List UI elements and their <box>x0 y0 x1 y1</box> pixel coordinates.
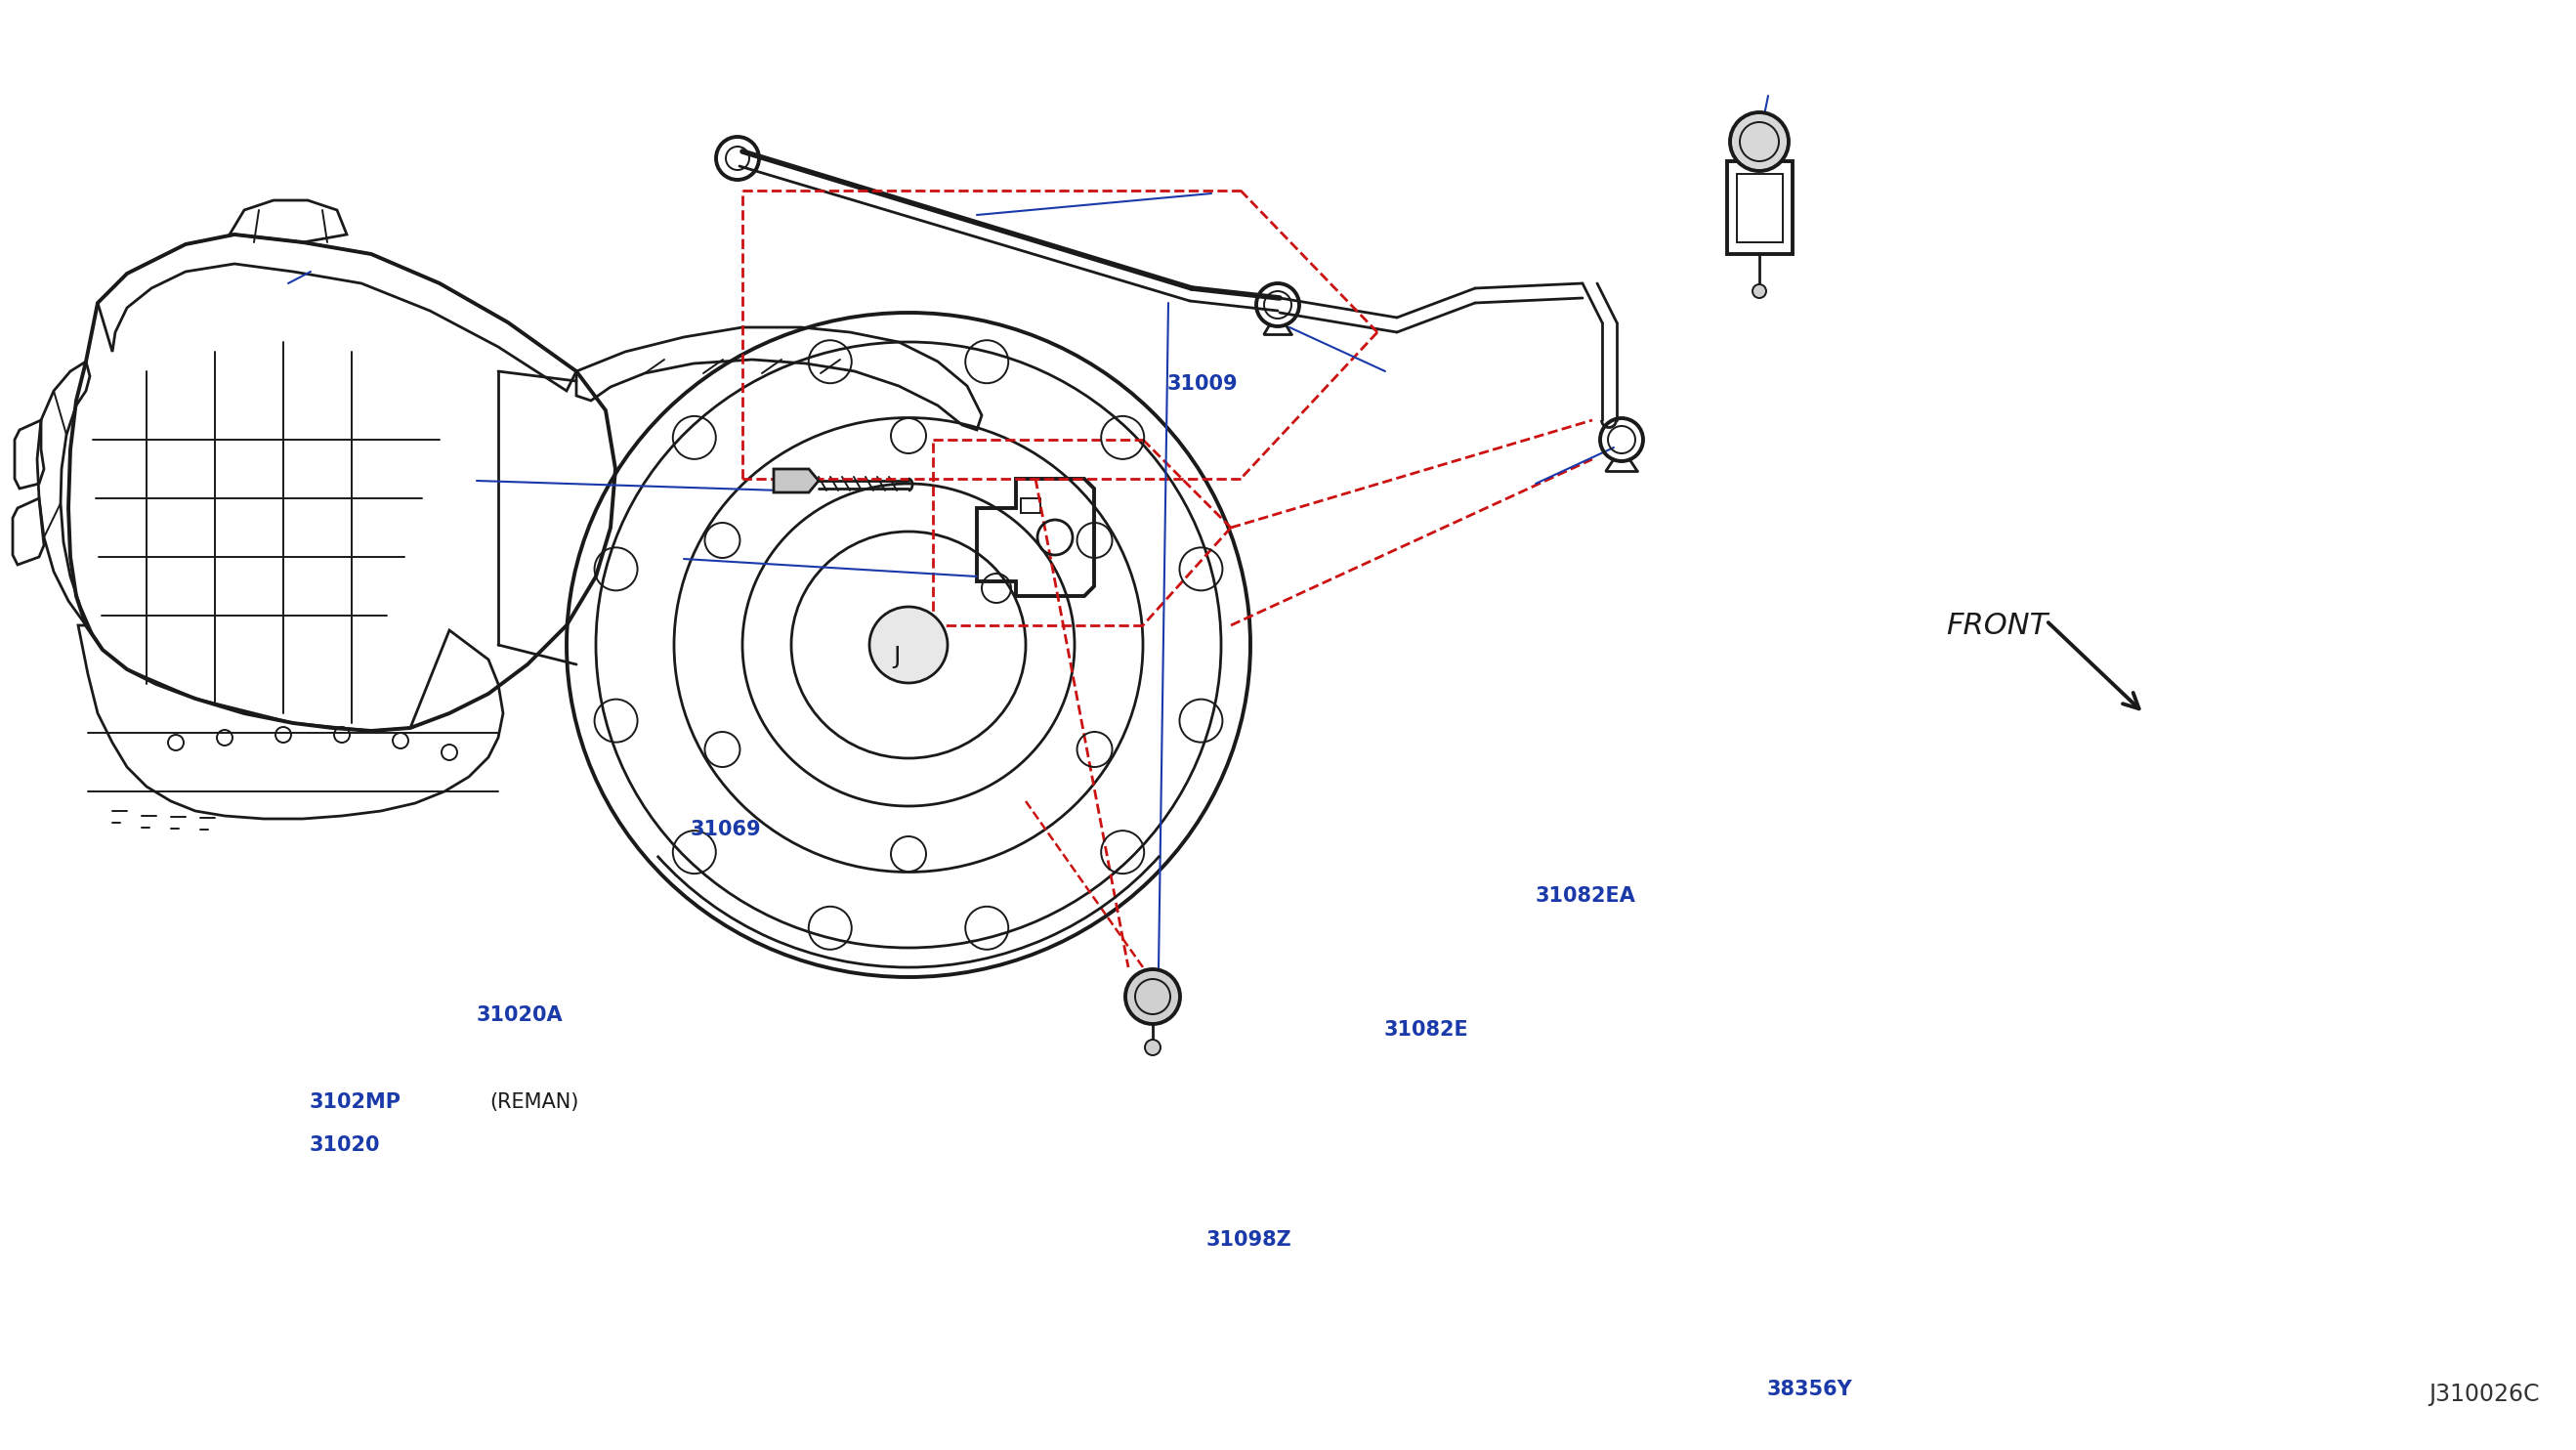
Text: FRONT: FRONT <box>1947 612 2048 639</box>
Circle shape <box>1731 112 1788 171</box>
Text: 31082EA: 31082EA <box>1535 886 1636 906</box>
Text: 38356Y: 38356Y <box>1767 1379 1852 1399</box>
Text: 31020: 31020 <box>309 1135 379 1156</box>
Text: J310026C: J310026C <box>2429 1383 2540 1406</box>
Text: (REMAN): (REMAN) <box>489 1092 580 1112</box>
Text: 31020A: 31020A <box>477 1005 564 1025</box>
Circle shape <box>1144 1040 1162 1056</box>
Circle shape <box>1752 284 1767 299</box>
Text: J: J <box>894 645 902 668</box>
Ellipse shape <box>871 606 948 683</box>
Circle shape <box>1126 969 1180 1024</box>
Text: 31098Z: 31098Z <box>1206 1230 1291 1250</box>
Text: 31069: 31069 <box>690 819 762 840</box>
Text: 31009: 31009 <box>1167 374 1239 394</box>
Text: 31082E: 31082E <box>1383 1019 1468 1040</box>
Polygon shape <box>773 468 819 493</box>
Text: 3102MP: 3102MP <box>309 1092 402 1112</box>
